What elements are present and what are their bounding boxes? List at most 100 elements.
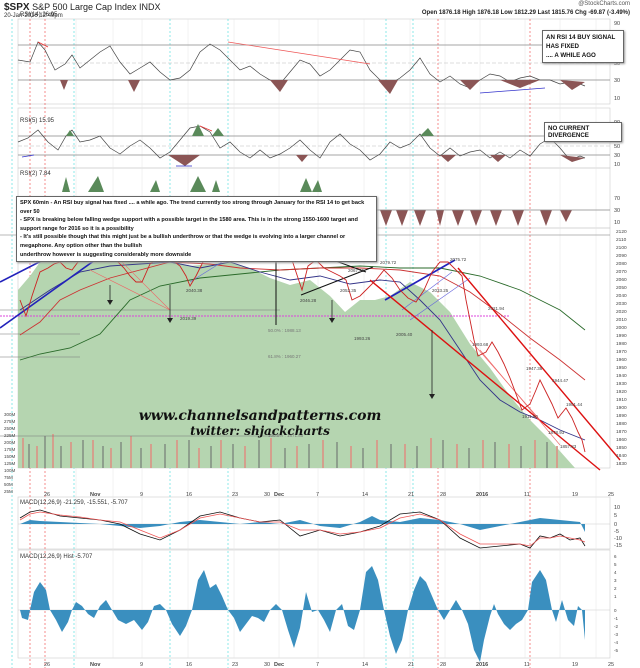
svg-text:1911.90: 1911.90 <box>522 414 538 419</box>
svg-text:-1: -1 <box>614 616 618 621</box>
svg-text:1993.26: 1993.26 <box>354 336 371 341</box>
svg-text:1840: 1840 <box>616 453 627 459</box>
svg-text:1878.93: 1878.93 <box>548 430 565 435</box>
svg-text:50: 50 <box>614 144 620 150</box>
svg-text:1857.83: 1857.83 <box>560 444 577 449</box>
svg-text:Dec: Dec <box>274 492 284 498</box>
svg-text:10: 10 <box>614 96 620 102</box>
svg-text:7: 7 <box>316 492 319 498</box>
svg-text:1950: 1950 <box>616 365 627 371</box>
svg-text:1960: 1960 <box>616 357 627 363</box>
svg-text:61.8% : 1960.27: 61.8% : 1960.27 <box>268 354 301 359</box>
svg-text:2060: 2060 <box>616 277 627 283</box>
svg-text:30: 30 <box>614 153 620 159</box>
svg-text:25: 25 <box>608 492 614 498</box>
svg-text:250M: 250M <box>4 426 16 431</box>
svg-text:RSI(5) 15.95: RSI(5) 15.95 <box>20 118 55 124</box>
svg-text:11: 11 <box>524 662 530 668</box>
svg-text:300M: 300M <box>4 412 16 417</box>
svg-text:Nov: Nov <box>90 492 101 498</box>
svg-text:MACD(12,26,9) Hist -5.707: MACD(12,26,9) Hist -5.707 <box>20 554 93 560</box>
svg-text:9: 9 <box>140 662 143 668</box>
svg-text:2016: 2016 <box>476 492 488 498</box>
svg-text:-5: -5 <box>614 648 618 653</box>
svg-text:1901.44: 1901.44 <box>566 402 583 407</box>
svg-text:2000: 2000 <box>616 325 627 331</box>
svg-text:5: 5 <box>614 513 617 519</box>
svg-text:Dec: Dec <box>274 662 284 668</box>
exchange: INDX <box>139 2 161 12</box>
svg-text:25M: 25M <box>4 489 13 494</box>
svg-text:1900: 1900 <box>616 405 627 411</box>
rsi5-annotation: NO CURRENT DIVERGENCE <box>544 122 622 142</box>
svg-text:9: 9 <box>140 492 143 498</box>
svg-text:21: 21 <box>408 662 414 668</box>
svg-text:5: 5 <box>614 562 617 567</box>
rsi14-annotation: AN RSI 14 BUY SIGNAL HAS FIXED .... A WH… <box>542 30 624 63</box>
svg-text:11: 11 <box>524 492 530 498</box>
symbol-name: S&P 500 Large Cap Index <box>32 2 137 12</box>
svg-text:2019.39: 2019.39 <box>180 316 197 321</box>
svg-text:10: 10 <box>614 505 620 511</box>
svg-text:-10: -10 <box>614 536 622 542</box>
svg-text:16: 16 <box>186 662 192 668</box>
svg-text:2040: 2040 <box>616 293 627 299</box>
main-annotation: SPX 60min - An RSI buy signal has fixed … <box>16 196 377 263</box>
watermark-url: www.channelsandpatterns.com <box>138 408 382 424</box>
svg-text:2079.72: 2079.72 <box>380 260 397 265</box>
svg-text:100.0% : 1871.85: 100.0% : 1871.85 <box>268 433 304 438</box>
svg-text:2110: 2110 <box>616 237 627 243</box>
svg-text:2016: 2016 <box>476 662 488 668</box>
svg-text:70: 70 <box>614 196 620 202</box>
svg-text:275M: 275M <box>4 419 16 424</box>
svg-text:1910: 1910 <box>616 397 627 403</box>
svg-text:28: 28 <box>440 662 446 668</box>
svg-text:30: 30 <box>614 78 620 84</box>
svg-text:MACD(12,26,9) -21.259, -15.551: MACD(12,26,9) -21.259, -15.551, -5.707 <box>20 500 128 506</box>
svg-text:1: 1 <box>614 594 617 599</box>
svg-text:26: 26 <box>44 662 50 668</box>
svg-text:21: 21 <box>408 492 414 498</box>
svg-text:125M: 125M <box>4 461 16 466</box>
svg-text:14: 14 <box>362 662 368 668</box>
svg-text:50.0% : 1988.13: 50.0% : 1988.13 <box>268 328 301 333</box>
chart-date: 20-Jan-2016 12:49pm <box>4 13 63 19</box>
svg-text:23: 23 <box>232 492 238 498</box>
svg-text:4: 4 <box>614 570 617 575</box>
svg-text:10: 10 <box>614 220 620 226</box>
svg-text:2052.35: 2052.35 <box>340 288 357 293</box>
svg-text:1944.47: 1944.47 <box>552 378 569 383</box>
svg-text:1947.38: 1947.38 <box>526 366 543 371</box>
svg-text:50: 50 <box>614 61 620 67</box>
svg-text:1860: 1860 <box>616 437 627 443</box>
svg-text:2005.40: 2005.40 <box>396 332 413 337</box>
svg-text:2050: 2050 <box>616 285 627 291</box>
svg-text:2080: 2080 <box>616 261 627 267</box>
svg-text:26: 26 <box>44 492 50 498</box>
svg-text:30: 30 <box>264 492 270 498</box>
svg-text:2100: 2100 <box>616 245 627 251</box>
svg-text:0: 0 <box>614 608 617 613</box>
svg-text:2070: 2070 <box>616 269 627 275</box>
svg-text:2: 2 <box>614 586 617 591</box>
svg-text:1920: 1920 <box>616 389 627 395</box>
svg-text:2067.95: 2067.95 <box>348 268 365 273</box>
svg-text:0: 0 <box>614 522 617 528</box>
svg-text:150M: 150M <box>4 454 16 459</box>
svg-text:1830: 1830 <box>616 461 627 467</box>
brand-label: @StockCharts.com <box>578 1 630 7</box>
svg-text:2021.94: 2021.94 <box>488 306 505 311</box>
ohlc-summary: Open 1876.18 High 1876.18 Low 1812.29 La… <box>421 10 630 16</box>
svg-text:-3: -3 <box>614 632 618 637</box>
svg-text:2010: 2010 <box>616 317 627 323</box>
svg-text:7: 7 <box>316 662 319 668</box>
svg-text:19: 19 <box>572 662 578 668</box>
svg-text:-4: -4 <box>614 640 618 645</box>
svg-text:2120: 2120 <box>616 229 627 235</box>
svg-text:50M: 50M <box>4 482 13 487</box>
svg-text:-15: -15 <box>614 543 622 549</box>
svg-text:1980: 1980 <box>616 341 627 347</box>
svg-text:1870: 1870 <box>616 429 627 435</box>
svg-text:2020: 2020 <box>616 309 627 315</box>
svg-text:100M: 100M <box>4 468 16 473</box>
